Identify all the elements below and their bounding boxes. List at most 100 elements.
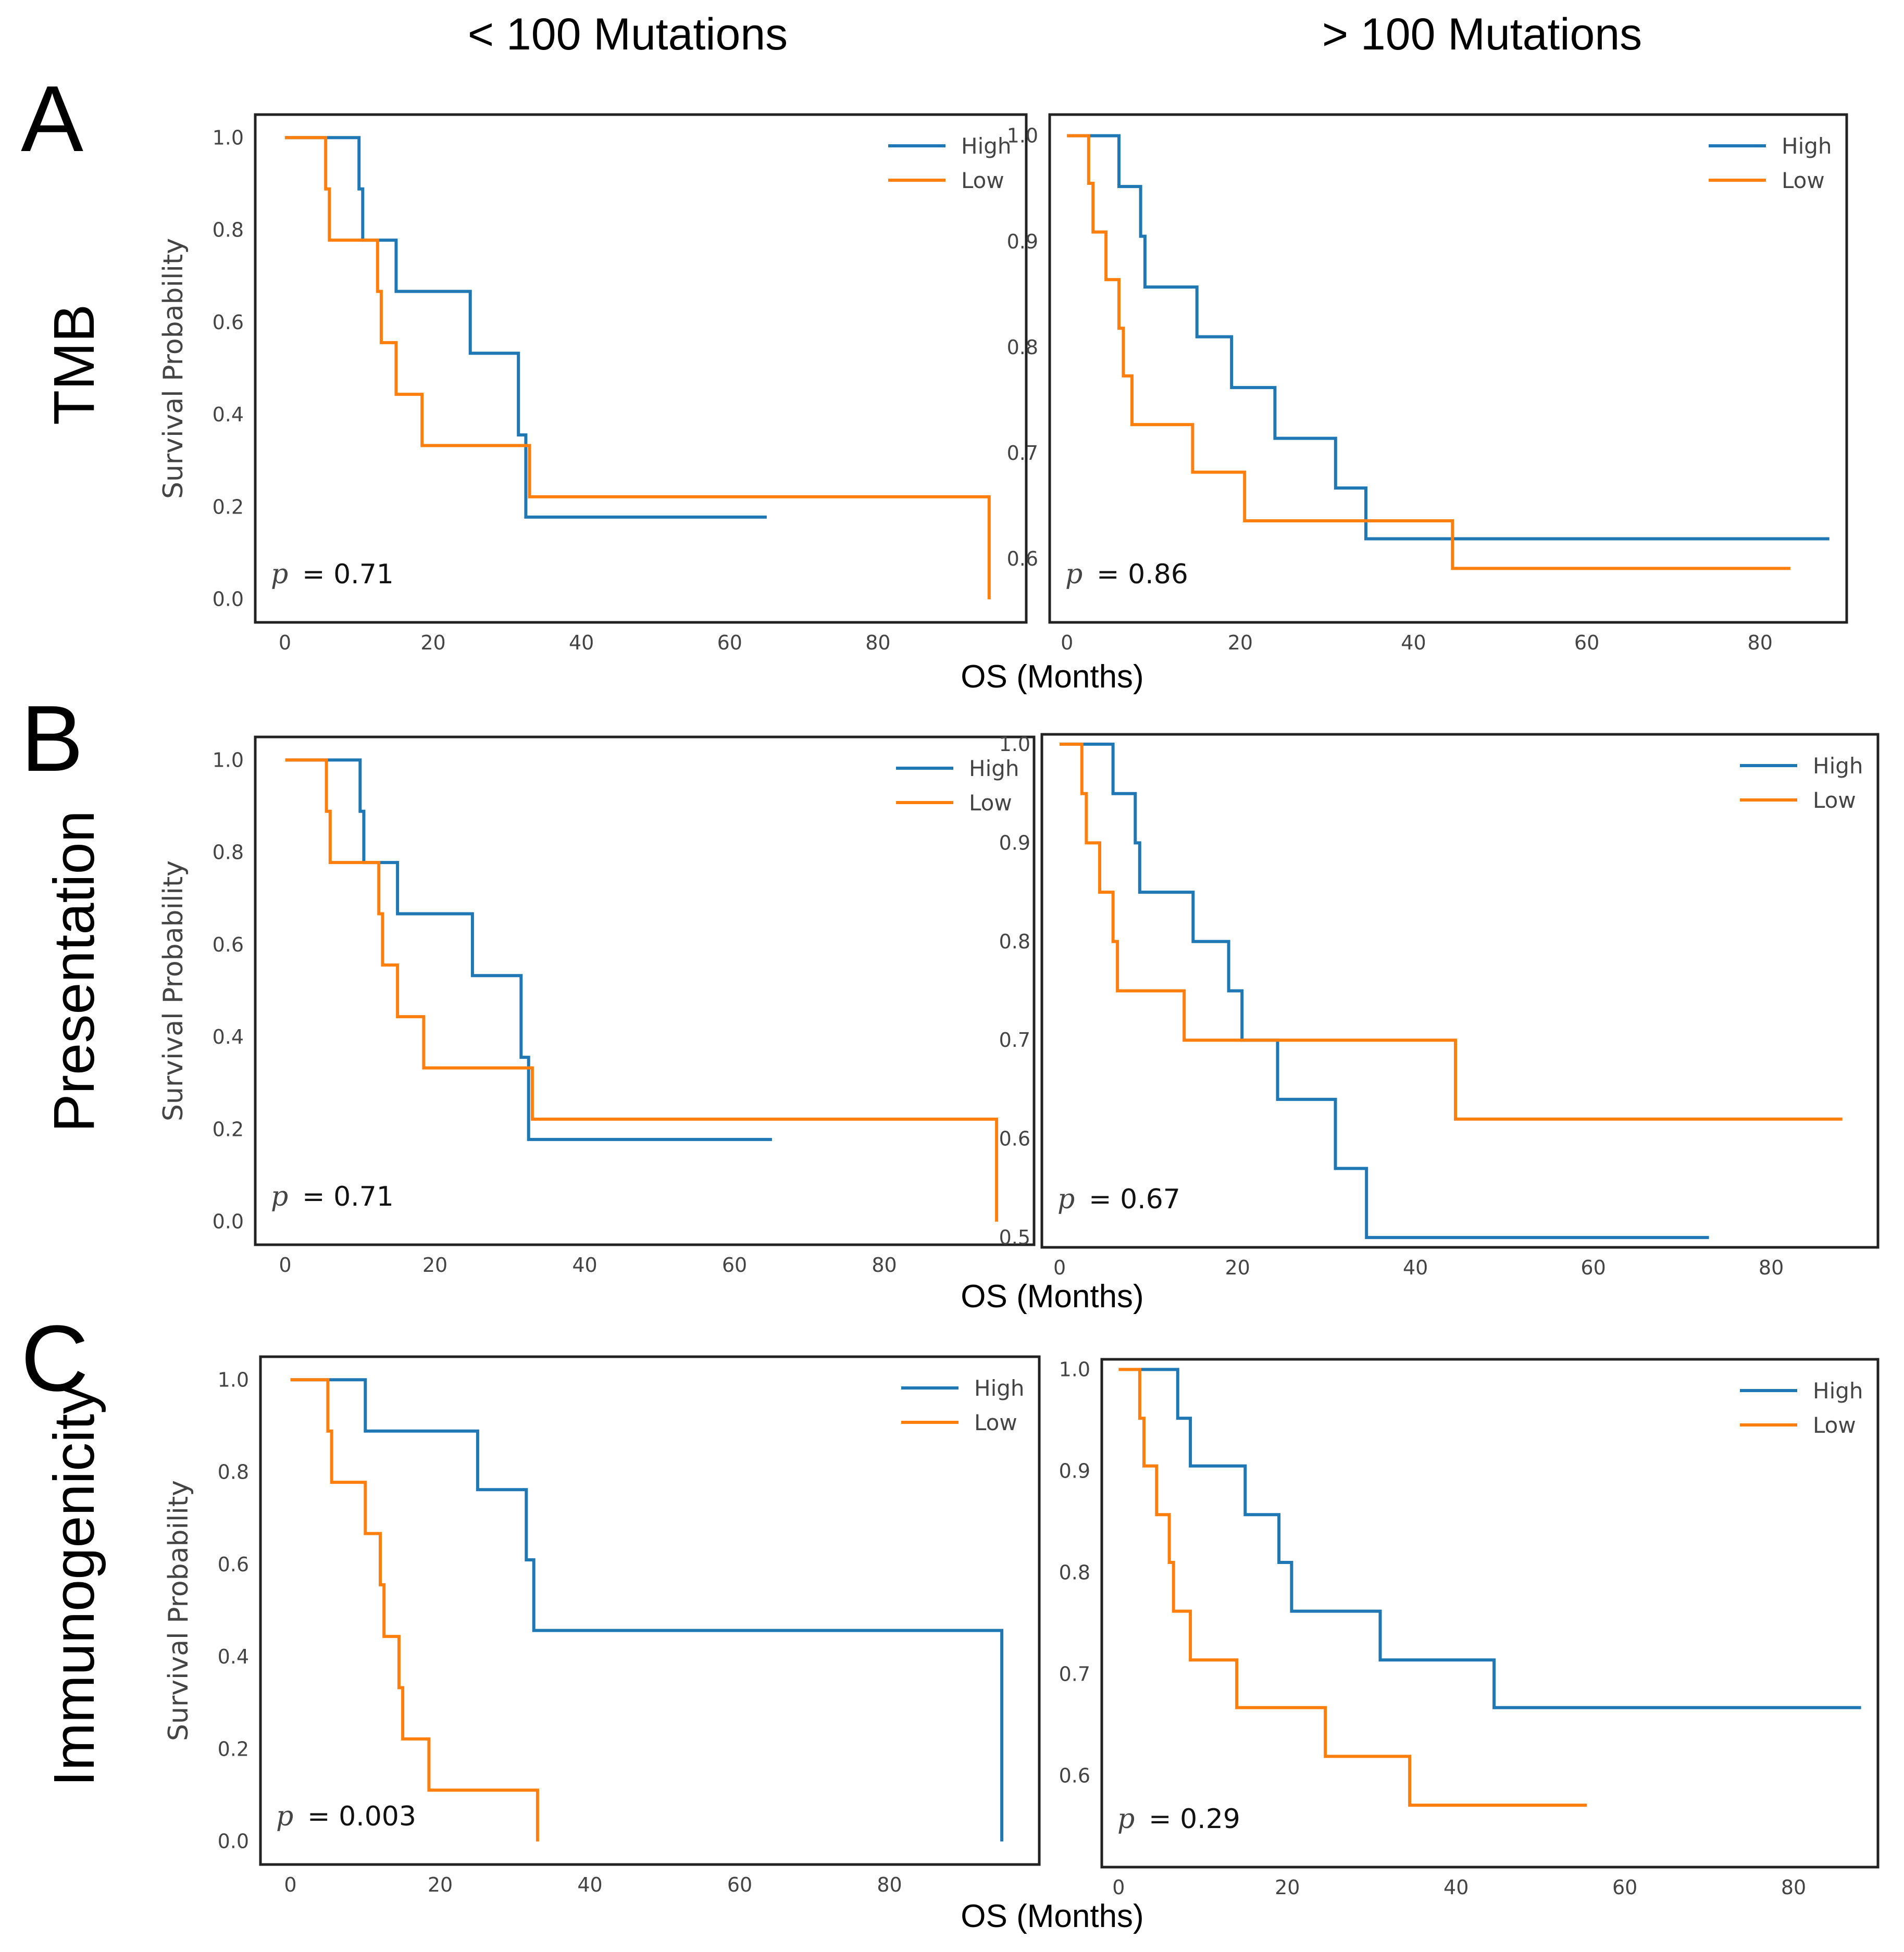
x-tick-label: 20: [428, 1873, 453, 1896]
x-tick-label: 80: [865, 631, 890, 654]
panel-letter-a: A: [21, 67, 83, 171]
y-tick-label: 0.2: [213, 1118, 244, 1141]
y-axis-label: Survival Probability: [158, 238, 189, 499]
y-tick-label: 1.0: [1059, 1358, 1090, 1381]
y-tick-label: 1.0: [218, 1368, 249, 1391]
y-tick-label: 1.0: [213, 748, 244, 771]
y-tick-label: 0.7: [1007, 442, 1038, 465]
x-tick-label: 40: [569, 631, 594, 654]
km-curve-high: [290, 1378, 1004, 1842]
row-label-presentation: Presentation: [42, 810, 106, 1132]
legend-label-high: High: [1813, 1378, 1863, 1404]
y-tick-label: 0.0: [213, 588, 244, 611]
km-curve-low: [1118, 1368, 1587, 1807]
y-tick-label: 0.8: [999, 930, 1030, 953]
x-tick-label: 0: [279, 631, 291, 654]
y-tick-label: 0.5: [999, 1226, 1030, 1249]
y-tick-label: 0.8: [1059, 1561, 1090, 1584]
legend-label-low: Low: [1782, 168, 1825, 193]
p-value-symbol: p: [1057, 1184, 1075, 1215]
y-tick-label: 0.6: [218, 1553, 249, 1576]
x-tick-label: 60: [1612, 1876, 1637, 1899]
x-tick-label: 20: [1275, 1876, 1300, 1899]
y-tick-label: 0.8: [213, 219, 244, 242]
x-tick-label: 40: [577, 1873, 602, 1896]
chart-tmb-high-mut-frame: [1048, 113, 1848, 624]
km-curve-low: [284, 136, 991, 599]
km-curve-low: [1067, 134, 1790, 570]
x-tick-label: 60: [722, 1254, 747, 1277]
legend-label-low: Low: [961, 168, 1004, 193]
legend-label-low: Low: [974, 1410, 1017, 1435]
chart-presentation-low-mut-frame: [254, 735, 1036, 1246]
x-tick-label: 0: [1112, 1876, 1125, 1899]
x-tick-label: 0: [1053, 1256, 1066, 1279]
x-tick-label: 60: [717, 631, 742, 654]
x-tick-label: 0: [279, 1254, 291, 1277]
chart-tmb-low-mut: 0 20 40 60 80 0.0 0.2 0.4 0.6 0.8 1.0 Survival Prob…: [158, 113, 1028, 654]
y-tick-label: 0.4: [213, 1025, 244, 1048]
x-tick-label: 60: [1574, 631, 1599, 654]
chart-immunogenicity-high-mut-frame: [1100, 1358, 1880, 1869]
x-tick-label: 0: [284, 1873, 296, 1896]
y-tick-label: 1.0: [999, 733, 1030, 756]
row-label-immunogenicity: Immunogenicity: [42, 1385, 106, 1786]
column-title-low-mutations: < 100 Mutations: [468, 9, 788, 59]
km-curve-high: [1067, 134, 1830, 541]
x-axis-label-row-c: OS (Months): [961, 1898, 1143, 1934]
km-curve-high: [1118, 1368, 1861, 1709]
y-tick-label: 0.2: [213, 495, 244, 518]
km-curve-high: [1060, 742, 1709, 1240]
legend-label-high: High: [1813, 753, 1863, 779]
legend-label-low: Low: [1813, 1412, 1856, 1438]
km-curve-high: [284, 136, 767, 519]
y-tick-label: 0.8: [1007, 336, 1038, 359]
panel-letter-c: C: [21, 1306, 89, 1411]
p-value-text: = 0.29: [1149, 1804, 1240, 1835]
y-tick-label: 0.6: [213, 933, 244, 956]
y-tick-label: 0.8: [213, 841, 244, 864]
y-tick-label: 0.7: [999, 1029, 1030, 1052]
km-curve-low: [290, 1378, 539, 1842]
y-tick-label: 0.6: [1007, 547, 1038, 570]
p-value-text: = 0.003: [307, 1801, 416, 1832]
chart-immunogenicity-low-mut: 0 20 40 60 80 0.0 0.2 0.4 0.6 0.8 1.0 Survival Prob…: [163, 1355, 1041, 1896]
y-tick-label: 0.6: [999, 1128, 1030, 1150]
x-tick-label: 20: [1225, 1256, 1250, 1279]
x-tick-label: 40: [1443, 1876, 1469, 1899]
y-tick-label: 0.4: [218, 1645, 249, 1668]
y-tick-label: 0.8: [218, 1461, 249, 1484]
x-tick-label: 80: [877, 1873, 902, 1896]
x-tick-label: 80: [1759, 1256, 1784, 1279]
p-value-symbol: p: [1065, 559, 1082, 590]
p-value-symbol: p: [271, 559, 288, 590]
panel-letter-b: B: [21, 686, 83, 791]
p-value-symbol: p: [276, 1801, 293, 1832]
y-tick-label: 0.2: [218, 1737, 249, 1760]
chart-panels: 0 20 40 60 80 0.0 0.2 0.4 0.6 0.8 1.0 Survival Prob…: [158, 113, 1880, 1899]
legend-label-low: Low: [969, 790, 1012, 816]
chart-tmb-high-mut: 0 20 40 60 80 0.6 0.7 0.8 0.9 1.0 High Low p = 0.86: [1007, 113, 1848, 654]
y-tick-label: 0.6: [213, 311, 244, 334]
y-tick-label: 0.7: [1059, 1663, 1090, 1686]
y-tick-label: 0.0: [213, 1210, 244, 1233]
chart-presentation-low-mut: 0 20 40 60 80 0.0 0.2 0.4 0.6 0.8 1.0 Survival Prob…: [158, 735, 1036, 1277]
chart-tmb-low-mut-frame: [254, 113, 1028, 624]
km-curve-low: [1060, 742, 1843, 1121]
column-title-high-mutations: > 100 Mutations: [1322, 9, 1642, 59]
p-value-symbol: p: [271, 1181, 288, 1212]
legend-label-high: High: [974, 1375, 1025, 1401]
y-tick-label: 1.0: [213, 126, 244, 149]
x-axis-label-row-a: OS (Months): [961, 659, 1143, 695]
y-tick-label: 0.0: [218, 1830, 249, 1853]
chart-immunogenicity-high-mut: 0 20 40 60 80 0.6 0.7 0.8 0.9 1.0 High Low p = 0.29: [1059, 1358, 1880, 1899]
x-tick-label: 60: [727, 1873, 752, 1896]
x-tick-label: 80: [872, 1254, 897, 1277]
chart-immunogenicity-low-mut-frame: [259, 1355, 1041, 1866]
x-tick-label: 80: [1748, 631, 1773, 654]
y-tick-label: 0.9: [999, 831, 1030, 854]
legend-label-high: High: [1782, 133, 1832, 159]
x-tick-label: 40: [1401, 631, 1426, 654]
p-value-text: = 0.67: [1089, 1184, 1180, 1215]
km-curve-high: [285, 758, 772, 1141]
